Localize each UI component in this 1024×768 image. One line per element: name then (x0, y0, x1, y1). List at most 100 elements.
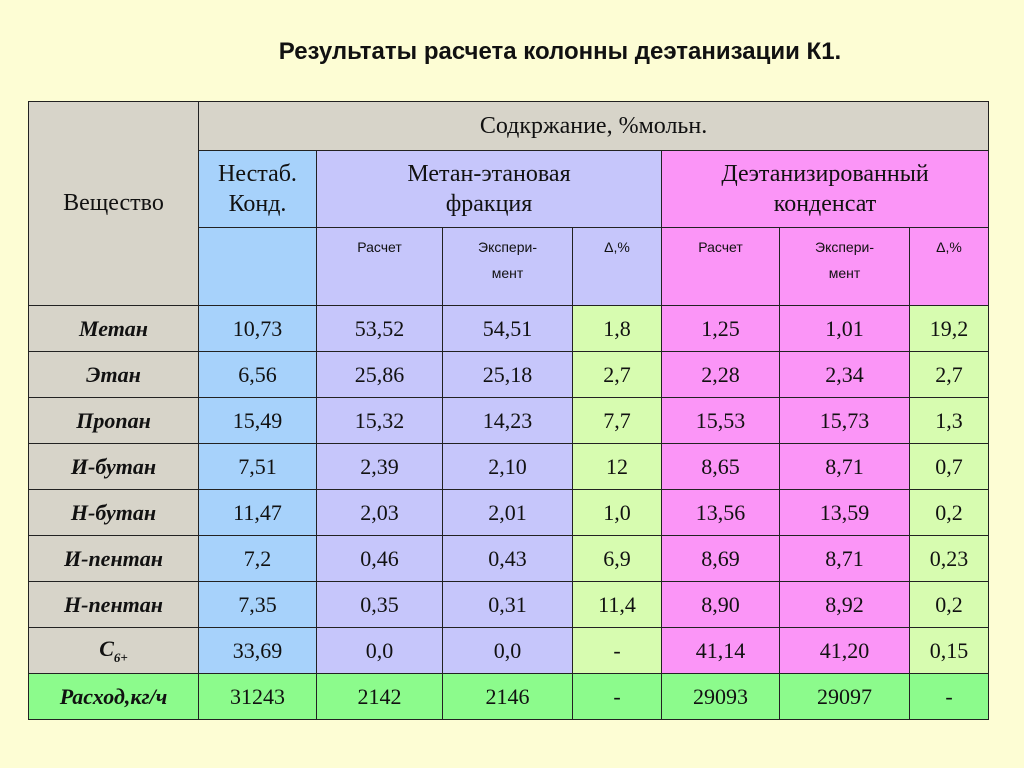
de-delta-value: 0,15 (908, 627, 990, 674)
header-me-exp-line2: мент (491, 265, 524, 281)
me-calc-value: 53,52 (316, 305, 443, 352)
header-unstable-condensate: Нестаб. Конд. (198, 150, 317, 228)
me-calc-value: 0,0 (316, 627, 443, 674)
table-row: И-пентан 7,2 0,46 0,43 6,9 8,69 8,71 0,2… (28, 535, 990, 582)
header-de-line2: конденсат (773, 191, 877, 217)
de-delta-value: 0,7 (908, 443, 990, 490)
de-calc-value: 13,56 (661, 489, 780, 536)
me-exp-value: 14,23 (442, 397, 573, 444)
me-delta-value: 6,9 (572, 535, 662, 582)
me-calc-value: 0,46 (316, 535, 443, 582)
table-row: Пропан 15,49 15,32 14,23 7,7 15,53 15,73… (28, 397, 990, 444)
me-calc-value: 15,32 (316, 397, 443, 444)
de-calc-value: 15,53 (661, 397, 780, 444)
header-me-exp: Экспери- мент (442, 227, 573, 306)
table-row: Метан 10,73 53,52 54,51 1,8 1,25 1,01 19… (28, 305, 990, 352)
unstable-value: 7,51 (198, 443, 317, 490)
flow-me-delta: - (572, 673, 662, 720)
de-delta-value: 0,23 (908, 535, 990, 582)
de-exp-value: 1,01 (779, 305, 910, 352)
substance-name: Н-бутан (28, 489, 199, 536)
header-me-line2: фракция (445, 191, 533, 217)
substance-name-main: С (99, 635, 114, 661)
flow-de-calc: 29093 (661, 673, 780, 720)
header-methane-ethane-fraction: Метан-этановая фракция (316, 150, 662, 228)
table-row: Н-бутан 11,47 2,03 2,01 1,0 13,56 13,59 … (28, 489, 990, 536)
header-unstable-line2: Конд. (228, 191, 287, 217)
me-delta-value: 1,0 (572, 489, 662, 536)
unstable-value: 33,69 (198, 627, 317, 674)
de-calc-value: 41,14 (661, 627, 780, 674)
flow-me-calc: 2142 (316, 673, 443, 720)
de-calc-value: 8,69 (661, 535, 780, 582)
flow-name: Расход,кг/ч (28, 673, 199, 720)
substance-name: И-бутан (28, 443, 199, 490)
me-exp-value: 25,18 (442, 351, 573, 398)
flow-row: Расход,кг/ч 31243 2142 2146 - 29093 2909… (28, 673, 990, 720)
me-delta-value: 7,7 (572, 397, 662, 444)
me-delta-value: 12 (572, 443, 662, 490)
substance-name-subscript: 6+ (113, 649, 128, 665)
de-delta-value: 19,2 (908, 305, 990, 352)
header-me-delta: Δ,% (572, 227, 662, 306)
header-content: Содкржание, %мольн. (197, 101, 990, 151)
substance-name: Н-пентан (28, 581, 199, 628)
de-delta-value: 0,2 (908, 581, 990, 628)
de-calc-value: 8,65 (661, 443, 780, 490)
substance-name: И-пентан (28, 535, 199, 582)
de-delta-value: 1,3 (908, 397, 990, 444)
me-calc-value: 2,03 (316, 489, 443, 536)
substance-name: Пропан (28, 397, 199, 444)
substance-name: С6+ (28, 627, 199, 674)
table-row: Этан 6,56 25,86 25,18 2,7 2,28 2,34 2,7 (28, 351, 990, 398)
page-title: Результаты расчета колонны деэтанизации … (278, 38, 842, 65)
unstable-value: 6,56 (198, 351, 317, 398)
me-delta-value: - (572, 627, 662, 674)
header-unstable-sub-empty (198, 227, 317, 306)
me-exp-value: 0,43 (442, 535, 573, 582)
header-de-line1: Деэтанизированный (721, 161, 929, 187)
header-me-calc: Расчет (316, 227, 443, 306)
me-calc-value: 2,39 (316, 443, 443, 490)
de-calc-value: 8,90 (661, 581, 780, 628)
de-delta-value: 0,2 (908, 489, 990, 536)
unstable-value: 7,2 (198, 535, 317, 582)
unstable-value: 10,73 (198, 305, 317, 352)
results-table: Вещество Содкржание, %мольн. Нестаб. Кон… (28, 101, 990, 720)
table-row: Н-пентан 7,35 0,35 0,31 11,4 8,90 8,92 0… (28, 581, 990, 628)
substance-name: Этан (28, 351, 199, 398)
flow-de-delta: - (908, 673, 990, 720)
me-delta-value: 1,8 (572, 305, 662, 352)
header-me-line1: Метан-этановая (407, 161, 571, 187)
de-exp-value: 8,92 (779, 581, 910, 628)
header-deethanized-condensate: Деэтанизированный конденсат (660, 150, 990, 228)
header-unstable-line1: Нестаб. (218, 161, 297, 187)
me-exp-value: 2,10 (442, 443, 573, 490)
de-exp-value: 8,71 (779, 535, 910, 582)
de-exp-value: 15,73 (779, 397, 910, 444)
me-delta-value: 11,4 (572, 581, 662, 628)
me-exp-value: 2,01 (442, 489, 573, 536)
de-calc-value: 2,28 (661, 351, 780, 398)
table-row: С6+ 33,69 0,0 0,0 - 41,14 41,20 0,15 (28, 627, 990, 674)
flow-unstable: 31243 (198, 673, 317, 720)
me-calc-value: 25,86 (316, 351, 443, 398)
de-exp-value: 13,59 (779, 489, 910, 536)
unstable-value: 11,47 (198, 489, 317, 536)
de-calc-value: 1,25 (661, 305, 780, 352)
de-exp-value: 41,20 (779, 627, 910, 674)
de-exp-value: 2,34 (779, 351, 910, 398)
de-exp-value: 8,71 (779, 443, 910, 490)
me-exp-value: 0,31 (442, 581, 573, 628)
flow-me-exp: 2146 (442, 673, 573, 720)
header-substance: Вещество (28, 101, 199, 306)
me-delta-value: 2,7 (572, 351, 662, 398)
header-de-exp: Экспери- мент (779, 227, 910, 306)
substance-name: Метан (28, 305, 199, 352)
header-de-exp-line1: Экспери- (815, 239, 874, 255)
me-exp-value: 0,0 (442, 627, 573, 674)
me-exp-value: 54,51 (442, 305, 573, 352)
header-de-delta: Δ,% (908, 227, 990, 306)
de-delta-value: 2,7 (908, 351, 990, 398)
me-calc-value: 0,35 (316, 581, 443, 628)
